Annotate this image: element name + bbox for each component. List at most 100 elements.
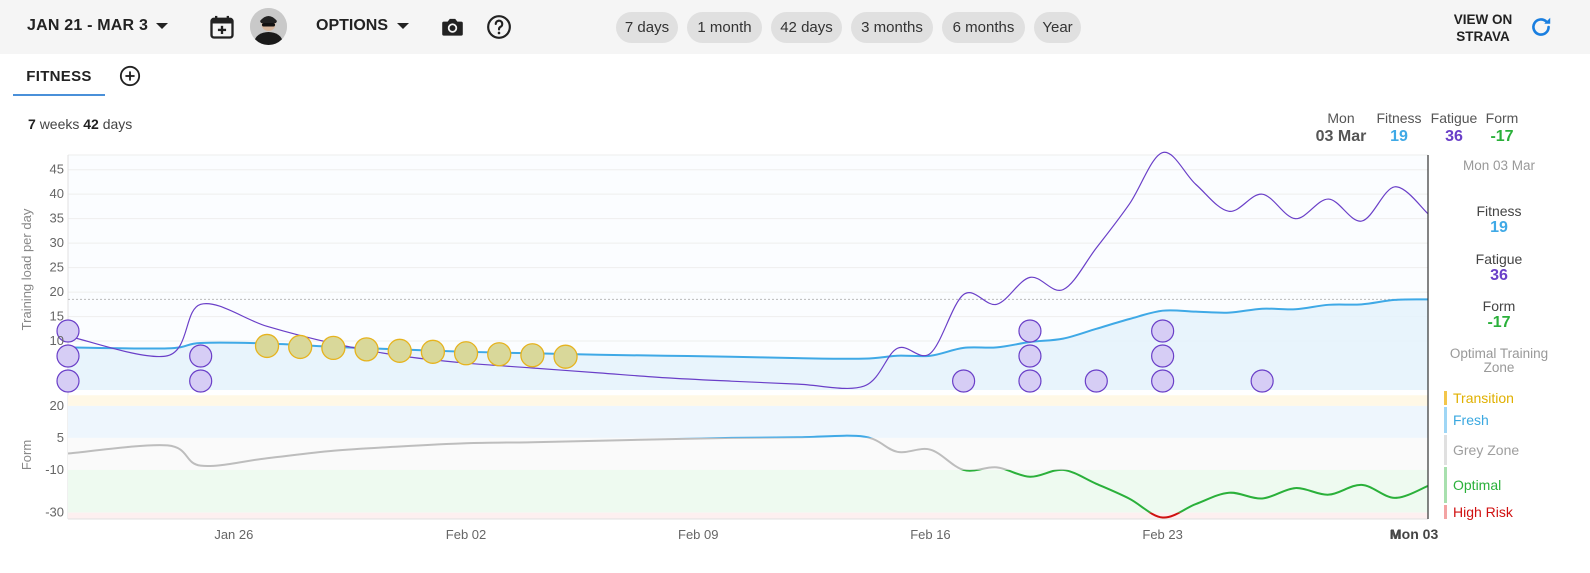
header-form-label: Form: [1485, 110, 1519, 126]
weeks-count: 7: [28, 116, 36, 132]
range-6-months-button[interactable]: 6 months: [942, 12, 1025, 43]
side-fitness-label: Fitness: [1476, 203, 1522, 219]
activity-marker: [189, 344, 213, 368]
fitness-area: [68, 299, 1428, 390]
activity-marker: [189, 369, 213, 393]
add-tab-icon[interactable]: [119, 65, 141, 87]
options-menu[interactable]: OPTIONS: [316, 17, 410, 35]
activity-marker: [1084, 369, 1108, 393]
activity-marker: [354, 337, 379, 362]
header-form: Form -17: [1480, 110, 1524, 146]
header-fatigue-value: 36: [1445, 128, 1463, 145]
date-range-label: JAN 21 - MAR 3: [27, 17, 149, 34]
view-on-strava-link[interactable]: VIEW ON STRAVA: [1440, 11, 1526, 45]
zone-bar-grey: [1444, 435, 1447, 465]
chevron-down-icon: [397, 23, 410, 29]
load-y-tick-label: 30: [50, 235, 64, 250]
side-fatigue: Fatigue 36: [1443, 251, 1555, 285]
top-toolbar: JAN 21 - MAR 3 OPTIONS 7: [0, 0, 1590, 54]
side-date: Mon 03 Mar: [1462, 158, 1536, 173]
zone-bar-fresh: [1444, 407, 1447, 433]
days-count: 42: [83, 116, 99, 132]
activity-marker: [1151, 344, 1175, 368]
activity-marker: [453, 341, 479, 366]
activity-marker: [56, 319, 80, 343]
zone-label-fresh: Fresh: [1453, 412, 1489, 428]
x-tick-label: M: [1389, 527, 1400, 542]
load-y-tick-label: 15: [50, 309, 64, 324]
side-optimal-zone: Optimal Training Zone: [1449, 346, 1549, 375]
activity-marker: [1018, 344, 1042, 368]
x-tick-label: Feb 23: [1142, 527, 1182, 542]
activity-marker: [56, 344, 80, 368]
form-zone-band: [68, 469, 1428, 513]
activity-marker: [1151, 319, 1175, 343]
days-unit: days: [102, 116, 133, 132]
load-y-tick-label: 25: [50, 260, 64, 275]
activity-marker: [1018, 369, 1042, 393]
range-3-months-button[interactable]: 3 months: [851, 12, 933, 43]
activity-marker: [553, 344, 578, 369]
side-fitness: Fitness 19: [1443, 203, 1555, 237]
tab-fitness[interactable]: FITNESS: [13, 58, 105, 96]
fitness-chart[interactable]: 10 15 20 25 30 35 40 45 Training load per day 20 5…: [0, 0, 1440, 573]
view-on-strava-line-2: STRAVA: [1456, 29, 1510, 44]
load-y-tick-label: 45: [50, 162, 64, 177]
x-tick-label: Jan 26: [214, 527, 253, 542]
range-7-days-button[interactable]: 7 days: [616, 12, 678, 43]
load-y-tick-label: 40: [50, 186, 64, 201]
zone-label-optimal: Optimal: [1453, 477, 1502, 493]
form-y-tick-label: -30: [45, 505, 64, 520]
activity-marker: [487, 342, 512, 367]
form-line-segment: [960, 469, 1428, 513]
activity-marker: [420, 339, 446, 364]
x-tick-label: Feb 02: [446, 527, 486, 542]
range-1-month-button[interactable]: 1 month: [687, 12, 762, 43]
side-fatigue-value: 36: [1490, 267, 1508, 284]
camera-icon[interactable]: [439, 14, 466, 40]
zone-bar-optimal: [1444, 467, 1447, 503]
activity-marker: [288, 334, 313, 360]
side-fitness-value: 19: [1490, 219, 1508, 236]
header-date: Mon 03 Mar: [1312, 110, 1370, 146]
cursor-date-label: Mon 03 Mar: [1390, 526, 1440, 542]
activity-marker: [56, 369, 80, 393]
zone-label-transition: Transition: [1453, 390, 1514, 406]
side-fatigue-label: Fatigue: [1475, 251, 1523, 267]
header-date-day: Mon: [1327, 110, 1355, 126]
activity-marker: [520, 343, 545, 368]
form-line-segment: [68, 437, 1069, 470]
form-y-axis-label: Form: [19, 440, 34, 470]
header-fatigue-label: Fatigue: [1430, 110, 1478, 126]
activity-marker: [1018, 319, 1042, 343]
form-zone-band: [68, 512, 1428, 519]
avatar[interactable]: [250, 8, 287, 45]
calendar-add-icon[interactable]: [208, 13, 236, 41]
form-zone-band: [68, 405, 1428, 438]
activity-marker: [321, 335, 346, 361]
header-fitness: Fitness 19: [1372, 110, 1426, 146]
chevron-down-icon: [156, 23, 169, 29]
range-year-button[interactable]: Year: [1034, 12, 1081, 43]
help-icon[interactable]: [486, 14, 512, 40]
header-form-value: -17: [1490, 128, 1514, 145]
tab-fitness-label: FITNESS: [26, 67, 92, 85]
activity-marker: [387, 338, 412, 363]
load-y-tick-label: 35: [50, 211, 64, 226]
form-y-tick-label: -10: [45, 462, 64, 477]
side-form: Form -17: [1443, 298, 1555, 332]
athlete-avatar-icon: [250, 8, 287, 45]
header-fatigue: Fatigue 36: [1426, 110, 1482, 146]
options-label: OPTIONS: [316, 17, 389, 34]
activity-marker: [1151, 369, 1175, 393]
date-range-selector[interactable]: JAN 21 - MAR 3: [27, 17, 169, 35]
form-y-tick-label: 5: [57, 430, 64, 445]
load-y-tick-label: 10: [50, 333, 64, 348]
header-date-value: 03 Mar: [1315, 128, 1367, 145]
refresh-icon[interactable]: [1528, 14, 1554, 40]
range-42-days-button[interactable]: 42 days: [771, 12, 842, 43]
x-tick-label: Feb 16: [910, 527, 950, 542]
activity-marker: [1250, 369, 1274, 393]
zone-label-grey: Grey Zone: [1453, 442, 1520, 458]
x-tick-label: Feb 09: [678, 527, 718, 542]
